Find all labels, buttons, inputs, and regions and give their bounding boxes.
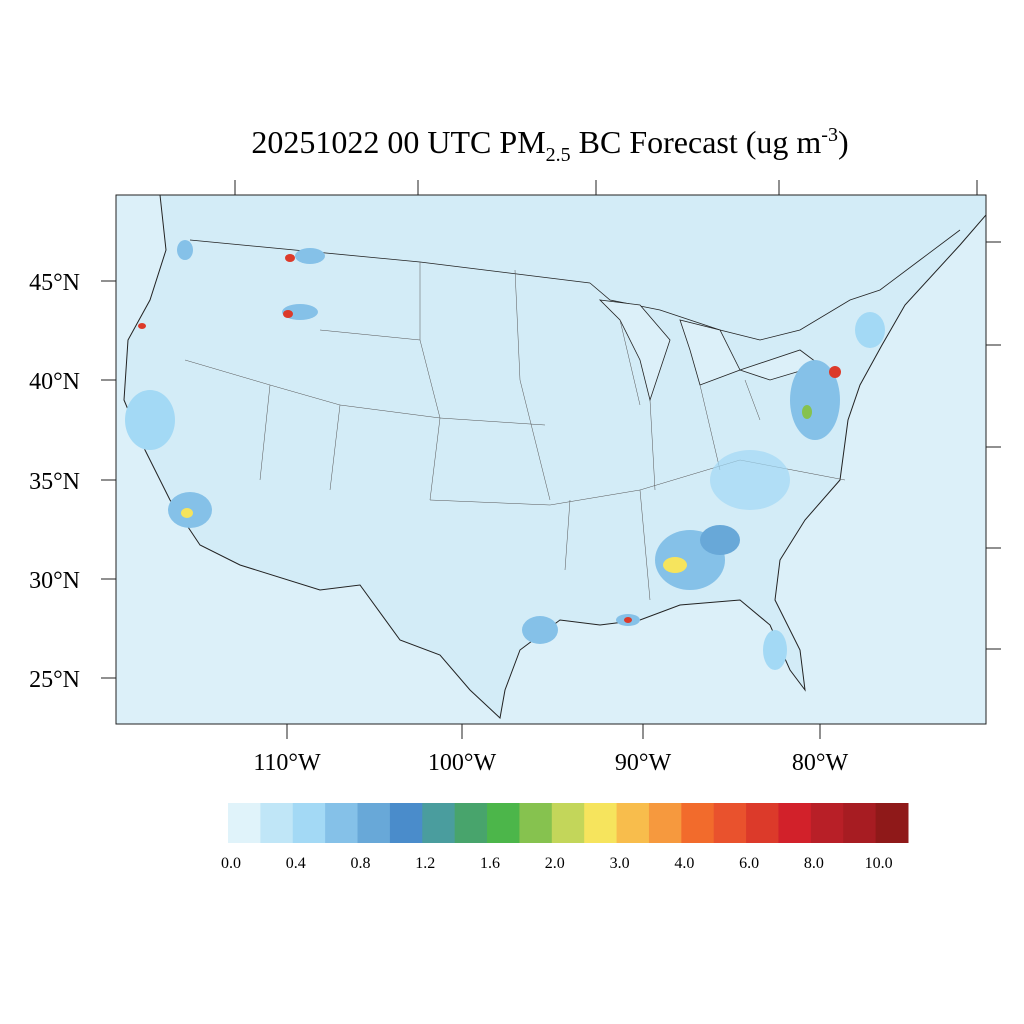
colorbar-swatch [584,803,618,843]
colorbar-swatch [746,803,779,843]
frame-ticks [101,180,1001,739]
map [101,180,1001,739]
colorbar-swatch [681,803,715,843]
colorbar-swatch [810,803,844,843]
lon-label: 90°W [615,750,672,776]
title: 20251022 00 UTC PM2.5 BC Forecast (ug m-… [251,124,848,166]
colorbar-label: 0.4 [286,855,306,872]
colorbar-swatch [875,803,909,843]
title-main: 20251022 00 UTC PM [251,124,545,160]
colorbar-swatch [648,803,682,843]
axis-labels: 45°N 40°N 35°N 30°N 25°N 110°W 100°W 90°W 80°W [29,270,848,776]
colorbar-swatch [616,803,650,843]
lat-label: 30°N [29,568,80,594]
lat-label: 35°N [29,469,80,495]
colorbar-label: 8.0 [804,855,824,872]
colorbar-swatch [357,803,391,843]
colorbar-label: 2.0 [545,855,565,872]
colorbar-swatch [519,803,553,843]
colorbar-label: 10.0 [865,855,893,872]
colorbar: 0.0 0.4 0.8 1.2 1.6 2.0 3.0 4.0 6.0 8.0 10.0 [221,803,909,872]
lon-label: 100°W [428,750,497,776]
colorbar-label: 0.8 [351,855,371,872]
lon-label: 80°W [792,750,849,776]
title-rest: BC Forecast (ug m [571,124,822,160]
colorbar-swatch [713,803,747,843]
colorbar-swatch [778,803,812,843]
colorbar-swatch [389,803,423,843]
colorbar-label: 3.0 [610,855,630,872]
colorbar-swatch [487,803,520,843]
colorbar-swatch [422,803,456,843]
colorbar-label: 4.0 [674,855,694,872]
map-frame [115,194,987,725]
title-subscript: 2.5 [546,144,571,166]
lat-label: 40°N [29,369,80,395]
colorbar-label: 1.2 [415,855,435,872]
colorbar-swatch [260,803,294,843]
colorbar-swatch [454,803,488,843]
colorbar-swatch [551,803,585,843]
title-superscript: -3 [821,124,838,146]
colorbar-swatch [843,803,877,843]
lat-label: 45°N [29,270,80,296]
lon-label: 110°W [253,750,321,776]
colorbar-swatch [325,803,359,843]
state-lines [184,262,846,601]
title-close: ) [838,124,849,160]
colorbar-label: 1.6 [480,855,500,872]
concentration-blobs [125,240,885,670]
colorbar-label: 0.0 [221,855,241,872]
lat-label: 25°N [29,667,80,693]
colorbar-swatch [292,803,326,843]
colorbar-label: 6.0 [739,855,759,872]
colorbar-swatch [228,803,261,843]
